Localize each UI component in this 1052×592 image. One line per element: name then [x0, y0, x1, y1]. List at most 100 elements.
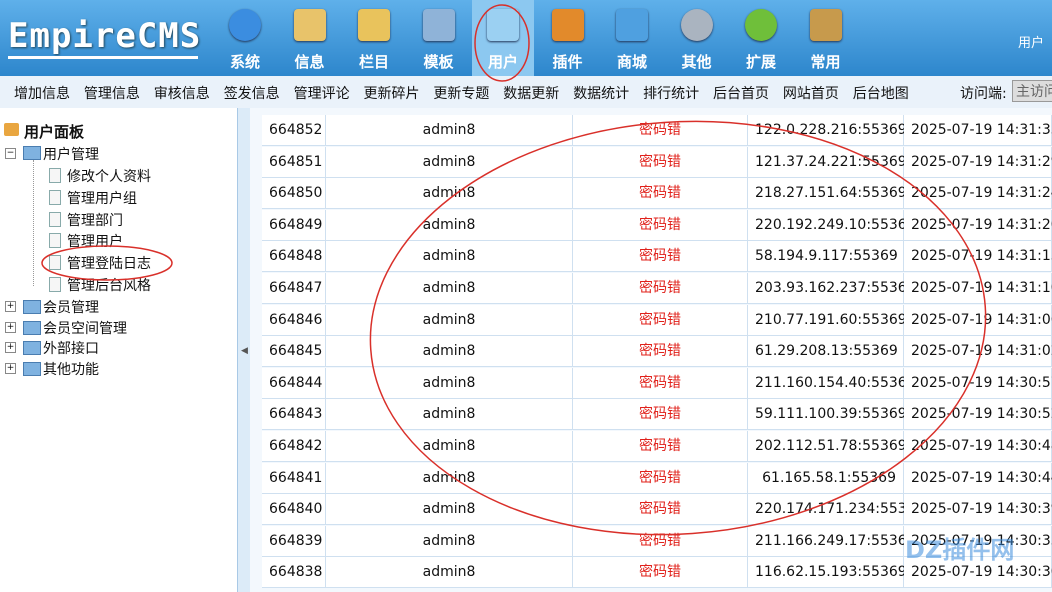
table-cell: admin8: [326, 241, 573, 273]
tree-item[interactable]: 管理用户: [67, 234, 123, 251]
access-select[interactable]: 主访问: [1012, 80, 1052, 102]
nav-icon: [616, 9, 648, 41]
status-cell: 密码错: [573, 146, 748, 178]
tree-group[interactable]: 会员管理: [43, 300, 99, 316]
tree-item[interactable]: 管理用户组: [67, 190, 137, 207]
table-cell: 664850: [262, 178, 326, 210]
tree-group[interactable]: 用户管理: [43, 147, 99, 163]
watermark: DZ插件网: [905, 536, 1015, 564]
subnav-link[interactable]: 增加信息: [14, 86, 70, 102]
status-cell: 密码错: [573, 494, 748, 526]
nav-icon: [358, 9, 390, 41]
table-cell: 2025-07-19 14:30:52: [904, 399, 1052, 431]
subnav-link[interactable]: 后台首页: [713, 86, 769, 102]
table-cell: 664838: [262, 557, 326, 589]
table-cell: admin8: [326, 146, 573, 178]
subnav-link[interactable]: 更新碎片: [363, 86, 420, 102]
table-cell: admin8: [326, 557, 573, 589]
subnav-link[interactable]: 管理信息: [83, 86, 140, 102]
tree-toggle[interactable]: −: [5, 148, 16, 159]
nav-item[interactable]: 系统: [229, 53, 260, 71]
tree-line: [33, 160, 34, 286]
table-cell: 2025-07-19 14:30:30: [904, 557, 1052, 589]
tree-group[interactable]: 外部接口: [43, 341, 99, 357]
nav-icon: [551, 9, 584, 41]
subnav-link[interactable]: 网站首页: [782, 86, 839, 102]
tree-group[interactable]: 其他功能: [43, 361, 99, 378]
table-cell: admin8: [326, 525, 573, 557]
doc-icon: [49, 189, 61, 205]
tree-toggle[interactable]: +: [5, 301, 16, 312]
nav-item[interactable]: 插件: [552, 53, 583, 71]
nav-item[interactable]: 其他: [681, 53, 712, 71]
table-cell: 121.37.24.221:55369: [748, 146, 907, 178]
table-cell: 2025-07-19 14:31:20: [904, 209, 1052, 241]
tree-item[interactable]: 修改个人资料: [67, 169, 151, 185]
table-cell: 2025-07-19 14:31:06: [904, 304, 1052, 336]
table-cell: 2025-07-19 14:30:57: [904, 367, 1052, 399]
nav-item[interactable]: 用户: [487, 53, 518, 71]
table-cell: 2025-07-19 14:31:10: [904, 273, 1052, 304]
nav-item[interactable]: 商城: [616, 53, 647, 71]
table-cell: 218.27.151.64:55369: [748, 178, 907, 210]
table-cell: 2025-07-19 14:31:29: [904, 146, 1052, 178]
table-cell: 664852: [262, 115, 326, 146]
table-cell: admin8: [326, 178, 573, 210]
nav-item[interactable]: 常用: [810, 53, 841, 71]
subnav-link[interactable]: 审核信息: [153, 86, 210, 102]
tree-item[interactable]: 管理部门: [67, 212, 123, 229]
nav-item[interactable]: 模板: [423, 53, 454, 71]
folder-icon: [23, 361, 41, 376]
table-cell: admin8: [326, 431, 573, 462]
status-cell: 密码错: [573, 241, 748, 273]
table-cell: 664840: [262, 494, 326, 526]
table-cell: 61.29.208.13:55369: [748, 336, 904, 368]
table-cell: 664851: [262, 146, 326, 178]
subnav-link[interactable]: 管理评论: [293, 86, 350, 102]
tree-toggle[interactable]: +: [5, 342, 16, 353]
tree-item[interactable]: 管理后台风格: [67, 278, 151, 294]
table-cell: 220.192.249.10:55369: [748, 209, 916, 241]
nav-icon: [487, 9, 519, 41]
nav-item[interactable]: 扩展: [745, 53, 776, 71]
table-cell: 664847: [262, 273, 326, 304]
subnav-link[interactable]: 后台地图: [852, 86, 909, 102]
logo-line: [8, 56, 198, 59]
doc-icon: [49, 168, 61, 183]
header: EmpireCMS 系统 信息 栏目 模板 用户 插件 商城 其他 扩展 常用 用户: [0, 0, 1052, 76]
table-cell: admin8: [326, 115, 573, 146]
status-cell: 密码错: [573, 557, 748, 589]
access-label: 访问端:: [960, 86, 1007, 102]
nav-icon: [293, 9, 326, 41]
table-cell: 664843: [262, 399, 326, 431]
tree-group[interactable]: 会员空间管理: [43, 320, 127, 337]
nav-item[interactable]: 栏目: [358, 53, 389, 71]
tree-toggle[interactable]: +: [5, 362, 16, 374]
table-cell: admin8: [326, 209, 573, 241]
table-cell: 2025-07-19 14:30:39: [904, 494, 1052, 526]
sidebar: 用户面板 − 用户管理 修改个人资料 管理用户组 管理部门 管理用户 管理登陆日志 管理后台风格…: [0, 108, 237, 592]
subnav-link[interactable]: 数据更新: [503, 86, 560, 102]
status-cell: 密码错: [573, 178, 748, 210]
subnav-link[interactable]: 排行统计: [643, 86, 700, 102]
doc-icon: [49, 277, 61, 292]
table-cell: 210.77.191.60:55369: [748, 304, 907, 336]
user-label: 用户: [1018, 36, 1045, 51]
subnav-link[interactable]: 签发信息: [223, 86, 280, 102]
table-cell: 2025-07-19 14:31:24: [904, 178, 1052, 210]
nav-item[interactable]: 信息: [294, 53, 325, 71]
table-cell: 220.174.171.234:55369: [748, 494, 925, 526]
subnav-link[interactable]: 数据统计: [573, 86, 630, 102]
table-cell: 61.165.58.1:55369: [748, 462, 904, 494]
table-cell: 203.93.162.237:55369: [748, 273, 916, 304]
table-cell: 2025-07-19 14:30:48: [904, 431, 1052, 462]
status-cell: 密码错: [573, 525, 748, 557]
tree-item[interactable]: 管理登陆日志: [67, 256, 151, 273]
collapse-arrow: ◀: [241, 346, 248, 356]
table-cell: 202.112.51.78:55369: [748, 431, 907, 462]
table-cell: 664846: [262, 304, 326, 336]
subnav-link[interactable]: 更新专题: [433, 86, 490, 102]
tree-toggle[interactable]: +: [5, 321, 16, 333]
folder-icon: [23, 300, 41, 314]
